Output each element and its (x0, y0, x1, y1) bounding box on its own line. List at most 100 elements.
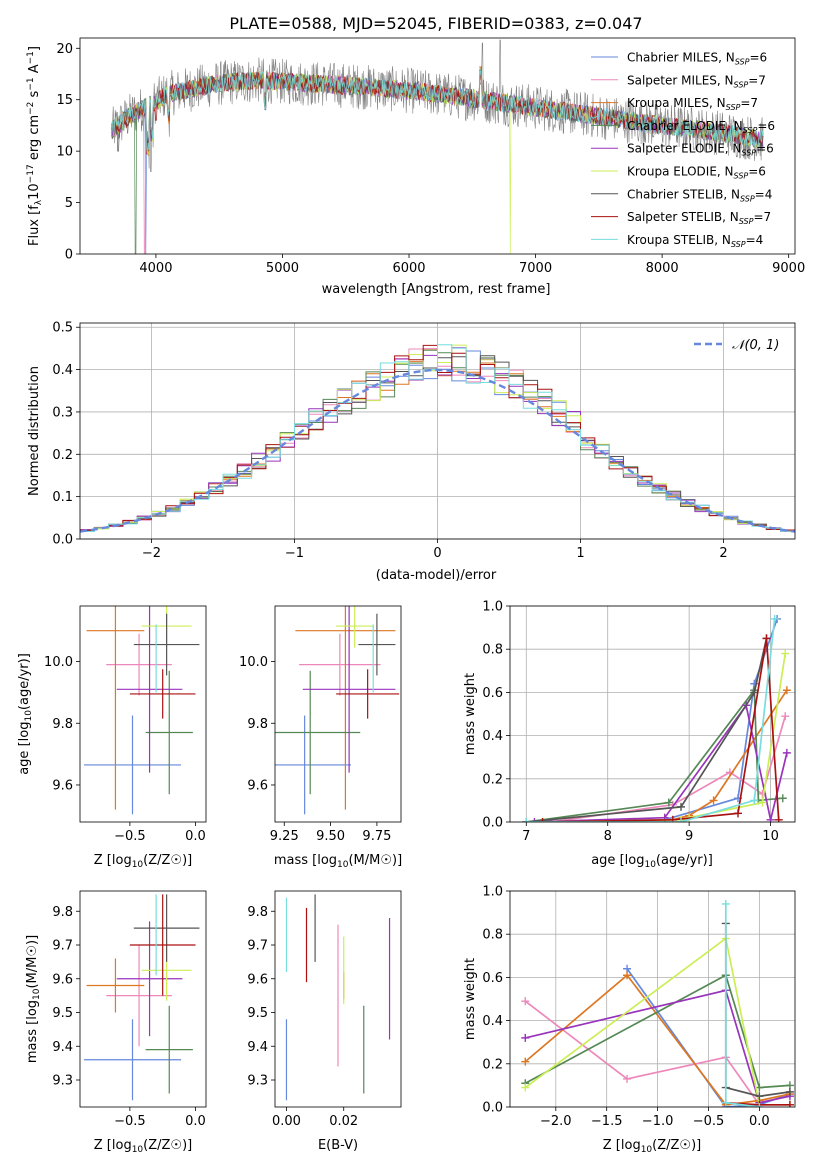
label-part: s (27, 90, 42, 101)
label-part: −1 (26, 77, 36, 90)
y-tick-label: 0.0 (482, 1101, 503, 1116)
legend-entry: Chabrier ELODIE, NSSP=6 (627, 119, 775, 135)
figure-title: PLATE=0588, MJD=52045, FIBERID=0383, z=0… (229, 14, 642, 33)
x-axis-label: age [log10(age/yr)] (591, 853, 713, 870)
legend-entry: 𝒩(0, 1) (732, 338, 779, 353)
weight-marker (530, 818, 539, 822)
label-part: −2 (26, 102, 36, 115)
weight-marker (755, 1103, 764, 1107)
weight-marker (721, 899, 730, 908)
y-tick-label: 0.4 (482, 1014, 503, 1029)
weight-marker (664, 798, 673, 807)
x-tick-label: 4000 (139, 261, 172, 276)
panel-mass-vs-ebv: 0.00 0.02 9.3 9.4 9.5 9.6 9.7 9.8 E(B-V) (247, 890, 402, 1153)
y-tick-label: 1.0 (482, 600, 503, 615)
y-tick-label: 0.3 (52, 405, 73, 420)
plot-area (285, 894, 391, 1101)
y-axis-label: mass [log10(M/M☉)] (25, 935, 42, 1063)
x-tick-label: 9.25 (270, 829, 299, 844)
y-tick-label: 0 (65, 248, 73, 263)
y-tick-label: 9.4 (247, 1040, 268, 1055)
axes-frame (509, 605, 796, 823)
panel-spectrum: 4000 5000 6000 7000 8000 9000 0 5 10 15 20 Chabrier… (26, 37, 805, 297)
legend-sub: SSP (739, 217, 754, 226)
y-tick-label: 0.0 (482, 816, 503, 831)
x-tick-label: −0.5 (114, 1114, 146, 1129)
legend-text: Kroupa ELODIE, N (627, 165, 734, 179)
weight-line-7 (542, 638, 780, 822)
legend-sub: SSP (726, 103, 741, 112)
y-tick-label: 5 (65, 196, 73, 211)
legend-entry: Chabrier STELIB, NSSP=4 (627, 187, 772, 203)
weight-marker (781, 712, 790, 721)
label-part: 10 (132, 1145, 144, 1155)
weight-marker (709, 796, 718, 805)
weight-marker (758, 798, 767, 807)
legend-entry: Chabrier MILES, NSSP=6 (627, 51, 767, 67)
y-tick-label: 9.8 (52, 717, 73, 732)
x-tick-label: −0.5 (693, 1114, 725, 1129)
weight-marker (755, 1092, 764, 1101)
legend-sub: SSP (743, 126, 758, 135)
x-tick-label: −1.0 (642, 1114, 674, 1129)
weight-line-1 (550, 715, 787, 822)
y-tick-label: 0.4 (482, 729, 503, 744)
label-part: A (27, 64, 42, 77)
y-tick-label: 0.2 (52, 448, 73, 463)
y-tick-label: 0.2 (482, 772, 503, 787)
legend-value: =4 (746, 233, 764, 247)
weight-marker (781, 649, 790, 658)
x-tick-label: 0.0 (185, 1114, 206, 1129)
x-tick-label: 8 (604, 829, 612, 844)
label-part: mass [log (25, 1000, 40, 1063)
legend-sub: SSP (741, 149, 756, 158)
weight-marker (677, 802, 685, 811)
label-part: 10 (337, 860, 349, 870)
axes-frame (509, 890, 796, 1108)
legend-sub: SSP (734, 80, 749, 89)
x-axis-label: Z [log10(Z/Z☉)] (603, 1138, 701, 1155)
y-tick-label: 9.8 (247, 905, 268, 920)
legend-value: =6 (748, 165, 766, 179)
weight-marker (521, 997, 530, 1006)
y-tick-label: 9.8 (52, 905, 73, 920)
y-tick-label: 20 (56, 42, 73, 57)
y-tick-label: 0.0 (52, 533, 73, 548)
x-tick-label: 9 (685, 829, 693, 844)
y-tick-label: 0.1 (52, 490, 73, 505)
normal-curve (80, 368, 795, 533)
weight-marker (521, 1057, 530, 1066)
legend-sub: SSP (735, 58, 750, 67)
axes-frame (79, 605, 207, 823)
weight-marker (677, 818, 685, 822)
label-part: Z [log (94, 1138, 132, 1153)
weight-marker (762, 634, 771, 643)
label-part: (Z/Z☉)] (143, 853, 192, 868)
weight-marker (766, 815, 775, 822)
y-tick-label: 10.0 (44, 655, 73, 670)
panel-age-vs-z: −0.5 0.09.69.810.0Z [log10(Z/Z☉)]age [log… (17, 605, 207, 870)
x-tick-label: 0.02 (329, 1114, 358, 1129)
weight-marker (774, 815, 783, 822)
label-part: Z [log (94, 853, 132, 868)
x-tick-label: −2.0 (540, 1114, 572, 1129)
weight-marker (521, 1083, 530, 1092)
label-part: mass [log (274, 853, 337, 868)
axes-frame (79, 890, 207, 1108)
weight-line-6 (526, 638, 768, 822)
x-tick-label: −2 (142, 546, 161, 561)
y-axis-label: Flux [fλ10−17 erg cm−2 s−1 A−1] (26, 46, 44, 246)
legend-text: Salpeter MILES, N (627, 73, 734, 87)
plot-area (275, 606, 400, 815)
legend-value: =6 (749, 51, 767, 65)
y-tick-label: 0.4 (52, 363, 73, 378)
y-tick-label: 9.6 (247, 972, 268, 987)
spectrum-model-6 (111, 69, 764, 152)
panel-mass-vs-z: −0.5 0.09.39.49.59.69.79.8Z [log10(Z/Z☉)]… (25, 890, 207, 1155)
weight-marker (778, 794, 787, 803)
legend-sub: SSP (740, 194, 755, 203)
label-part: (M/M☉)] (25, 935, 40, 989)
y-tick-label: 9.7 (247, 939, 268, 954)
